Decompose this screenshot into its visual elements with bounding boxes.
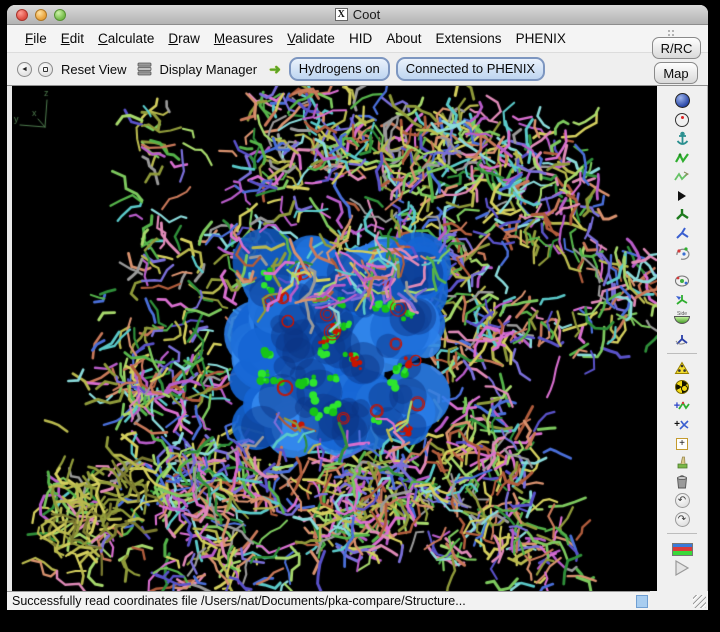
menu-about[interactable]: About xyxy=(386,31,422,46)
menu-calculate[interactable]: Calculate xyxy=(98,31,155,46)
main-toolbar: ◄ Reset View Display Manager ➜ Hydrogens… xyxy=(7,52,708,86)
edit-chi-angles-icon[interactable] xyxy=(657,243,707,262)
title-area: X Coot xyxy=(7,5,708,24)
status-row: Successfully read coordinates file /User… xyxy=(7,591,708,610)
sidebar-separator xyxy=(667,353,697,354)
delete-item-icon[interactable] xyxy=(657,472,707,491)
menu-edit[interactable]: Edit xyxy=(60,31,85,46)
stop-icon[interactable] xyxy=(38,61,53,77)
window-controls xyxy=(16,8,66,21)
map-button[interactable]: Map xyxy=(654,62,698,84)
status-bar: Successfully read coordinates file /User… xyxy=(7,591,650,610)
menu-draw[interactable]: Draw xyxy=(168,31,200,46)
refine-anchor-icon[interactable] xyxy=(657,129,707,148)
display-manager-icon xyxy=(137,62,151,76)
run-button-area xyxy=(657,559,707,577)
rrc-button[interactable]: R/RC xyxy=(652,37,701,59)
flag-icon[interactable] xyxy=(657,538,707,560)
rotate-translate-icon[interactable] xyxy=(657,271,707,290)
phenix-connection-button[interactable]: Connected to PHENIX xyxy=(395,57,546,81)
close-button[interactable] xyxy=(16,8,28,21)
brush-icon[interactable] xyxy=(657,453,707,472)
real-space-refine-icon[interactable] xyxy=(657,148,707,167)
undo-icon[interactable]: ↶ xyxy=(657,491,707,510)
crosshair-centre-icon[interactable] xyxy=(657,110,707,129)
menu-extensions[interactable]: Extensions xyxy=(435,31,502,46)
status-progress-chip[interactable] xyxy=(636,594,648,608)
jiggle-fit-icon[interactable] xyxy=(657,290,707,309)
window-title: Coot xyxy=(352,7,381,22)
rotamers-icon[interactable] xyxy=(657,224,707,243)
gl-viewport[interactable] xyxy=(12,86,657,591)
menu-hid[interactable]: HID xyxy=(348,31,373,46)
resize-grip[interactable] xyxy=(693,595,706,608)
mutate-autofit-icon[interactable] xyxy=(657,358,707,377)
play-run-icon[interactable] xyxy=(672,559,692,577)
add-alt-conf-icon[interactable]: + xyxy=(657,415,707,434)
flip-peptide-icon[interactable] xyxy=(657,330,707,349)
menu-phenix[interactable]: PHENIX xyxy=(515,31,566,46)
viewport-margin xyxy=(7,86,12,591)
reset-view-button[interactable]: Reset View xyxy=(61,61,127,77)
auto-fit-rotamer-icon[interactable] xyxy=(657,205,707,224)
menu-bar: File Edit Calculate Draw Measures Valida… xyxy=(7,25,708,52)
back-view-icon[interactable]: ◄ xyxy=(17,61,32,77)
sphere-view-icon[interactable] xyxy=(657,91,707,110)
x11-app-icon: X xyxy=(334,8,348,21)
statusbar-corner xyxy=(650,591,708,610)
menu-file[interactable]: File xyxy=(25,31,47,46)
regularize-zone-icon[interactable] xyxy=(657,167,707,186)
display-manager-button[interactable]: Display Manager xyxy=(159,61,258,77)
redo-icon[interactable]: ↷ xyxy=(657,510,707,529)
menu-validate[interactable]: Validate xyxy=(287,31,335,46)
add-terminal-residue-icon[interactable]: + xyxy=(657,396,707,415)
minimize-button[interactable] xyxy=(35,8,47,21)
zoom-button[interactable] xyxy=(54,8,66,21)
main-area: Side + + + ↶ xyxy=(7,86,708,591)
side-chain-flip-icon[interactable]: Side xyxy=(657,309,707,330)
menu-measures[interactable]: Measures xyxy=(213,31,274,46)
sidebar-separator xyxy=(667,533,697,534)
simple-mutate-radiation-icon[interactable] xyxy=(657,377,707,396)
status-message: Successfully read coordinates file /User… xyxy=(12,594,466,608)
title-bar[interactable]: X Coot xyxy=(7,5,708,25)
coot-window: X Coot File Edit Calculate Draw Measures… xyxy=(7,5,708,610)
place-atom-icon[interactable]: + xyxy=(657,434,707,453)
hydrogens-toggle-button[interactable]: Hydrogens on xyxy=(288,57,390,81)
modeling-toolbar: Side + + + ↶ xyxy=(657,86,708,591)
pointer-icon[interactable] xyxy=(657,186,707,205)
toolbar-drag-handle[interactable] xyxy=(667,29,675,38)
go-arrow-icon[interactable]: ➜ xyxy=(269,60,281,77)
molecule-canvas[interactable] xyxy=(12,86,657,591)
